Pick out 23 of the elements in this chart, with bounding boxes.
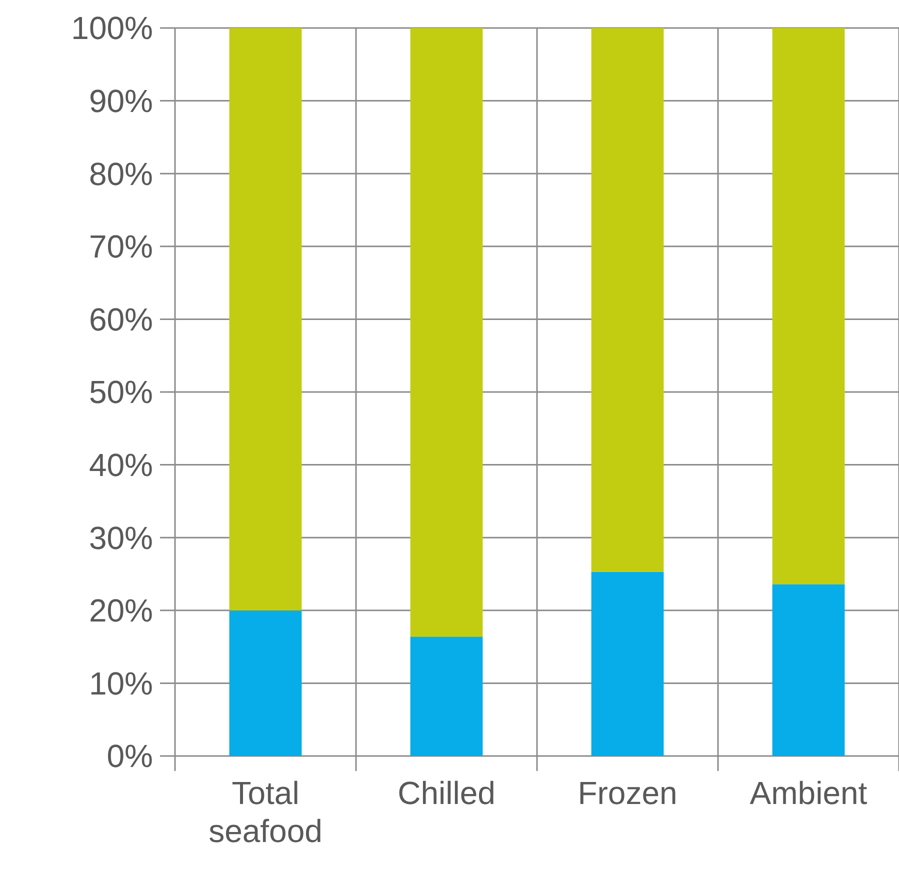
bar: [772, 28, 845, 584]
y-tick-label: 30%: [88, 520, 153, 556]
y-tick-label: 10%: [88, 665, 153, 702]
x-tick-label: Frozen: [578, 775, 678, 811]
x-tick-label: Total seafood: [208, 775, 322, 849]
bar: [410, 636, 483, 756]
x-tick-label: Ambient: [750, 775, 868, 811]
bar: [410, 28, 483, 637]
y-tick-label: 80%: [88, 156, 153, 192]
y-tick-label: 0%: [106, 738, 153, 774]
bar: [229, 610, 302, 756]
y-tick-label: 90%: [88, 83, 153, 119]
bar: [229, 28, 302, 610]
y-tick-label: 50%: [88, 374, 153, 410]
bar: [772, 584, 845, 756]
y-tick-label: 40%: [88, 447, 153, 483]
y-tick-label: 60%: [88, 301, 153, 338]
y-tick-label: 70%: [88, 228, 153, 265]
y-tick-label: 20%: [88, 592, 153, 629]
x-tick-label: Chilled: [398, 775, 496, 811]
y-tick-label: 100%: [71, 10, 153, 46]
bar: [591, 28, 664, 572]
bar: [591, 572, 664, 756]
